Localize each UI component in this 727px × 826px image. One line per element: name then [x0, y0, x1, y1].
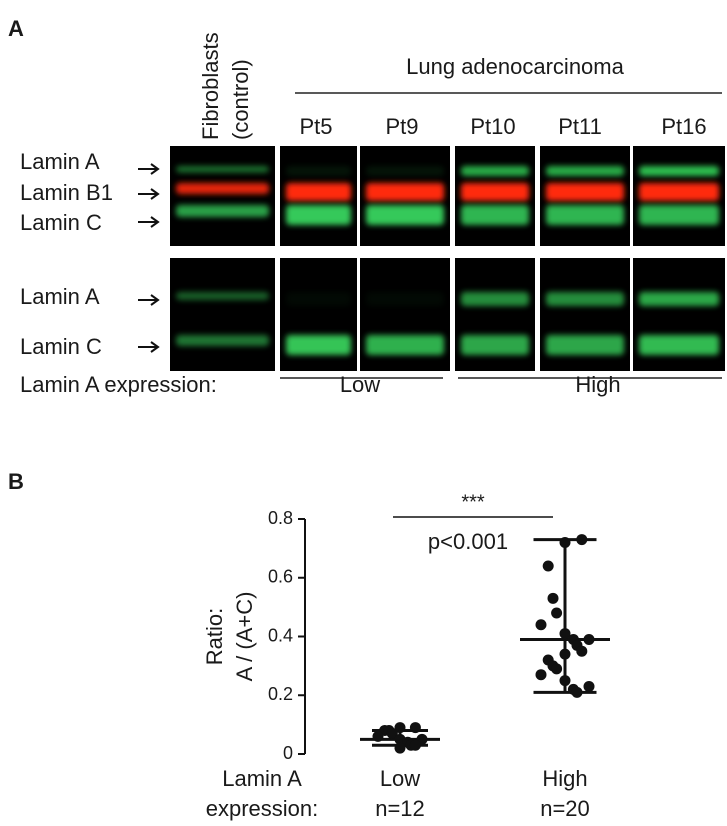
- lane-label: Pt5: [299, 114, 332, 139]
- blot-band: [461, 335, 529, 355]
- expression-label: Lamin A expression:: [20, 372, 217, 397]
- data-point: [583, 680, 595, 692]
- blot-band: [176, 166, 269, 173]
- blot-band: [286, 335, 351, 355]
- band-label: Lamin A: [20, 149, 100, 174]
- blot-band: [546, 166, 624, 176]
- blot-band: [461, 292, 529, 306]
- blot-band: [639, 335, 719, 355]
- blot-band: [176, 183, 269, 194]
- blot-band: [366, 183, 444, 201]
- blot-band: [461, 205, 529, 225]
- x-tick-label: Low: [380, 766, 420, 791]
- blot-band: [461, 183, 529, 201]
- blot-band: [176, 292, 269, 300]
- y-tick-label: 0.6: [268, 567, 293, 587]
- data-point: [547, 592, 559, 604]
- panel-label: B: [8, 469, 24, 494]
- band-label: Lamin A: [20, 284, 100, 309]
- group-header: Lung adenocarcinoma: [406, 54, 624, 79]
- blot-band: [639, 205, 719, 225]
- data-point: [394, 722, 406, 734]
- blot-band: [176, 335, 269, 346]
- data-point: [576, 534, 588, 546]
- expression-group: Low: [340, 372, 380, 397]
- blot-band: [286, 166, 351, 176]
- blot-band: [546, 335, 624, 355]
- blot-band: [286, 292, 351, 306]
- data-point: [576, 645, 588, 657]
- blot-band: [366, 166, 444, 176]
- arrows: [138, 163, 160, 353]
- y-axis-title: A / (A+C): [232, 592, 257, 682]
- data-point: [535, 669, 547, 681]
- blot-band: [176, 205, 269, 217]
- blot-lane: [170, 258, 275, 371]
- y-tick-label: 0.8: [268, 508, 293, 528]
- lane-label: Pt16: [661, 114, 706, 139]
- blot-band: [639, 292, 719, 306]
- data-point: [535, 619, 547, 631]
- blot-band: [639, 166, 719, 176]
- western-blots: [170, 146, 725, 371]
- band-label: Lamin B1: [20, 180, 113, 205]
- blot-band: [546, 183, 624, 201]
- data-point: [542, 560, 554, 572]
- n-label: n=20: [540, 796, 590, 821]
- p-value: p<0.001: [428, 529, 508, 554]
- data-point: [551, 663, 563, 675]
- band-label: Lamin C: [20, 334, 102, 359]
- y-axis-title: Ratio:: [202, 608, 227, 665]
- dot-plot: 0 0.2 0.4 0.6 0.8 Ratio: A / (A+C) Lamin A expre…: [202, 491, 610, 821]
- data-point: [559, 537, 571, 548]
- band-label: Lamin C: [20, 210, 102, 235]
- x-row-label: Lamin A: [222, 766, 302, 791]
- data-point: [559, 648, 571, 660]
- y-tick-label: 0: [283, 743, 293, 763]
- n-label: n=12: [375, 796, 425, 821]
- blot-lane: [170, 146, 275, 246]
- blot-band: [286, 205, 351, 225]
- data-point: [583, 633, 595, 645]
- data-point: [551, 607, 563, 619]
- data-point: [559, 675, 571, 687]
- blot-band: [366, 205, 444, 225]
- blot-band: [639, 183, 719, 201]
- control-header: (control): [228, 59, 253, 140]
- blot-band: [286, 183, 351, 201]
- blot-band: [546, 205, 624, 225]
- data-point: [571, 686, 583, 698]
- data-point: [372, 730, 384, 742]
- y-tick-label: 0.2: [268, 684, 293, 704]
- data-point: [559, 628, 571, 640]
- lane-label: Pt11: [558, 114, 602, 139]
- lane-label: Pt9: [385, 114, 418, 139]
- data-point: [394, 742, 406, 754]
- panel-label: A: [8, 16, 24, 41]
- blot-band: [366, 335, 444, 355]
- blot-band: [546, 292, 624, 306]
- control-header: Fibroblasts: [198, 32, 223, 140]
- blot-band: [461, 166, 529, 176]
- y-tick-label: 0.4: [268, 625, 293, 645]
- blot-band: [366, 292, 444, 306]
- x-row-label: expression:: [206, 796, 319, 821]
- data-point: [409, 722, 421, 734]
- data-point: [386, 727, 398, 739]
- lane-label: Pt10: [470, 114, 515, 139]
- x-tick-label: High: [542, 766, 587, 791]
- expression-group: High: [575, 372, 620, 397]
- data-point: [409, 739, 421, 751]
- significance: ***: [461, 491, 485, 513]
